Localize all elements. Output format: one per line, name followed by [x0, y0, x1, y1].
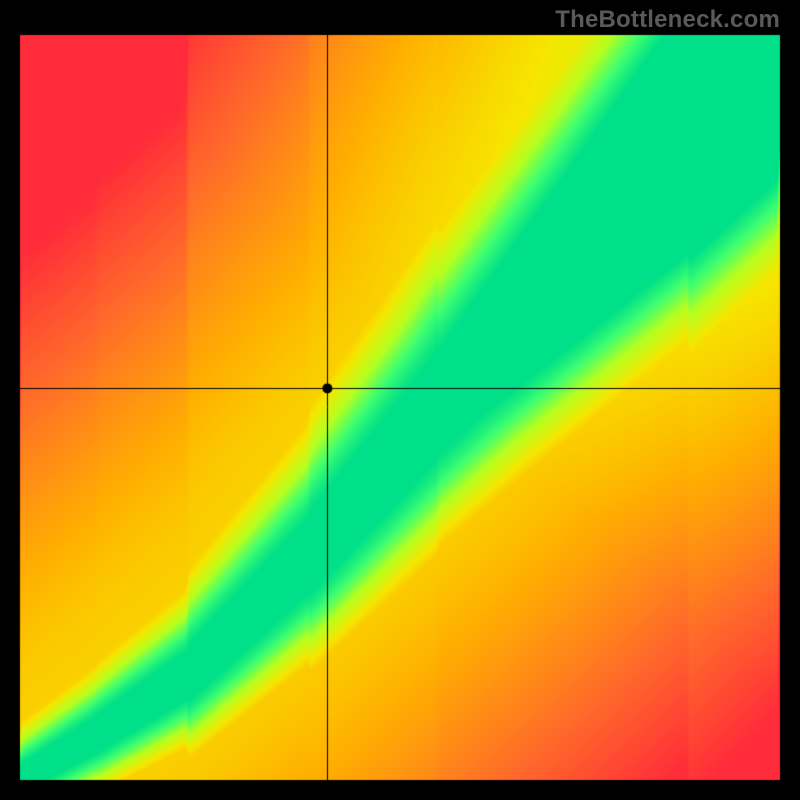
heatmap-canvas: [0, 0, 800, 800]
chart-root: TheBottleneck.com: [0, 0, 800, 800]
watermark-text: TheBottleneck.com: [555, 6, 780, 34]
